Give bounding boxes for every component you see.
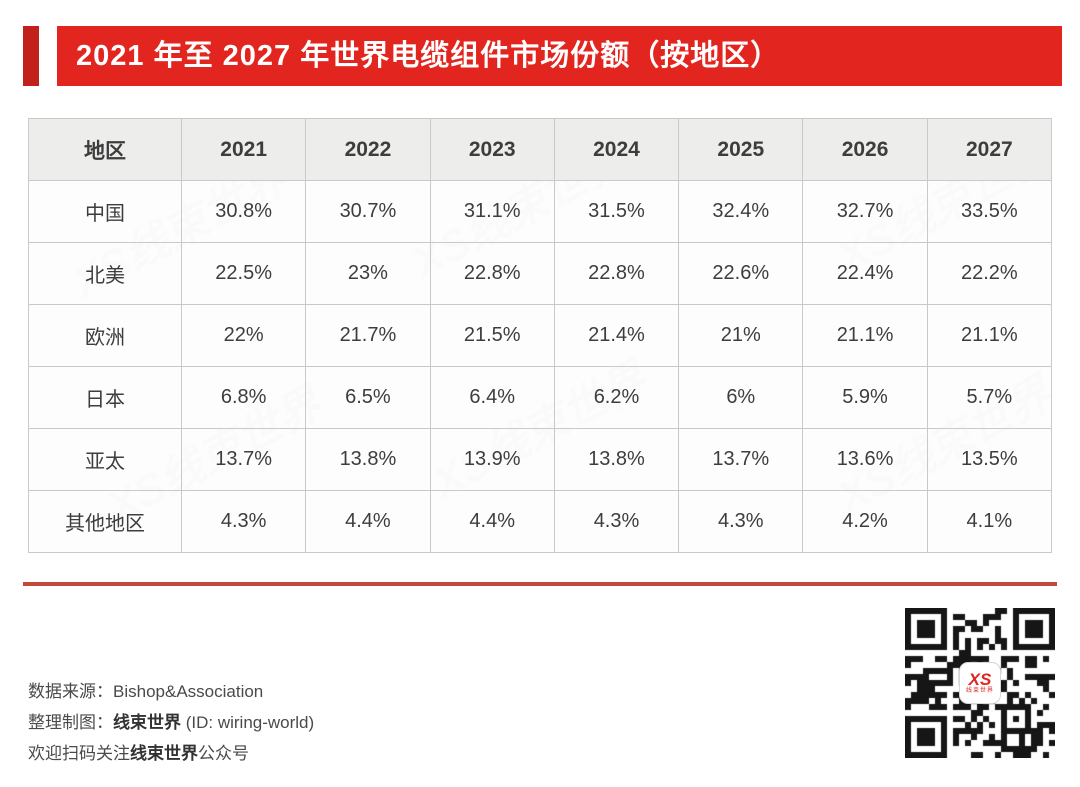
header-cell-year: 2026 [802, 118, 928, 181]
value-cell: 13.8% [305, 428, 431, 491]
value-cell: 31.1% [429, 180, 555, 243]
value-cell: 13.6% [802, 428, 928, 491]
header-cell-year: 2025 [678, 118, 804, 181]
value-cell: 6% [678, 366, 804, 429]
separator-line [23, 582, 1057, 586]
value-cell: 21.4% [553, 304, 680, 367]
value-cell: 21.7% [305, 304, 431, 367]
footer-credits: 数据来源：Bishop&Association 整理制图：线束世界 (ID: wi… [28, 676, 314, 769]
qr-logo-text: XS [968, 669, 992, 689]
value-cell: 13.7% [678, 428, 804, 491]
value-cell: 21% [678, 304, 804, 367]
table-row: 北美 22.5% 23% 22.8% 22.8% 22.6% 22.4% 22.2% [28, 242, 1053, 305]
value-cell: 21.5% [429, 304, 555, 367]
table-row: 其他地区 4.3% 4.4% 4.4% 4.3% 4.3% 4.2% 4.1% [28, 490, 1053, 553]
value-cell: 22.8% [429, 242, 555, 305]
value-cell: 4.4% [305, 490, 431, 553]
header-cell-year: 2023 [429, 118, 555, 181]
market-share-table: 地区 2021 2022 2023 2024 2025 2026 2027 中国 30.8% 30… [28, 118, 1053, 553]
value-cell: 13.7% [180, 428, 307, 491]
value-cell: 31.5% [553, 180, 680, 243]
value-cell: 21.1% [802, 304, 928, 367]
value-cell: 6.4% [429, 366, 555, 429]
value-cell: 32.7% [802, 180, 928, 243]
footer-line: 欢迎扫码关注线束世界公众号 [28, 744, 249, 763]
region-cell: 中国 [28, 180, 182, 243]
value-cell: 4.3% [678, 490, 804, 553]
table-row: 中国 30.8% 30.7% 31.1% 31.5% 32.4% 32.7% 33.5% [28, 180, 1053, 243]
qr-code: XS 线束世界 [905, 608, 1055, 758]
region-cell: 日本 [28, 366, 182, 429]
value-cell: 5.9% [802, 366, 928, 429]
value-cell: 21.1% [926, 304, 1053, 367]
footer-line: 数据来源：Bishop&Association [28, 682, 264, 701]
value-cell: 4.3% [180, 490, 307, 553]
value-cell: 30.8% [180, 180, 307, 243]
value-cell: 13.9% [429, 428, 555, 491]
table-row: 欧洲 22% 21.7% 21.5% 21.4% 21% 21.1% 21.1% [28, 304, 1053, 367]
value-cell: 23% [305, 242, 431, 305]
value-cell: 4.3% [553, 490, 680, 553]
value-cell: 13.8% [553, 428, 680, 491]
value-cell: 22% [180, 304, 307, 367]
value-cell: 6.5% [305, 366, 431, 429]
value-cell: 6.2% [553, 366, 680, 429]
value-cell: 13.5% [926, 428, 1053, 491]
table-row: 日本 6.8% 6.5% 6.4% 6.2% 6% 5.9% 5.7% [28, 366, 1053, 429]
table-row: 亚太 13.7% 13.8% 13.9% 13.8% 13.7% 13.6% 13.5% [28, 428, 1053, 491]
region-cell: 亚太 [28, 428, 182, 491]
value-cell: 33.5% [926, 180, 1053, 243]
value-cell: 22.4% [802, 242, 928, 305]
value-cell: 30.7% [305, 180, 431, 243]
header-cell-region: 地区 [28, 118, 182, 181]
table-body: 中国 30.8% 30.7% 31.1% 31.5% 32.4% 32.7% 33.5% 北美 2… [28, 180, 1053, 553]
qr-logo-caption: 线束世界 [965, 687, 994, 694]
header-cell-year: 2022 [305, 118, 431, 181]
table-header-row: 地区 2021 2022 2023 2024 2025 2026 2027 [28, 118, 1053, 181]
page-title: 2021 年至 2027 年世界电缆组件市场份额（按地区） [76, 40, 781, 72]
value-cell: 4.2% [802, 490, 928, 553]
value-cell: 4.4% [429, 490, 555, 553]
value-cell: 22.6% [678, 242, 804, 305]
region-cell: 北美 [28, 242, 182, 305]
value-cell: 6.8% [180, 366, 307, 429]
region-cell: 欧洲 [28, 304, 182, 367]
table-container: 地区 2021 2022 2023 2024 2025 2026 2027 中国 30.8% 30… [28, 118, 1053, 553]
value-cell: 32.4% [678, 180, 804, 243]
value-cell: 22.8% [553, 242, 680, 305]
banner-accent-block [23, 26, 39, 86]
value-cell: 5.7% [926, 366, 1053, 429]
region-cell: 其他地区 [28, 490, 182, 553]
value-cell: 22.2% [926, 242, 1053, 305]
qr-center-logo: XS 线束世界 [959, 662, 1001, 704]
header-cell-year: 2024 [553, 118, 680, 181]
header-cell-year: 2027 [926, 118, 1053, 181]
title-banner: 2021 年至 2027 年世界电缆组件市场份额（按地区） [57, 26, 1062, 86]
value-cell: 4.1% [926, 490, 1053, 553]
footer-line: 整理制图：线束世界 (ID: wiring-world) [28, 713, 315, 732]
header-cell-year: 2021 [180, 118, 307, 181]
value-cell: 22.5% [180, 242, 307, 305]
